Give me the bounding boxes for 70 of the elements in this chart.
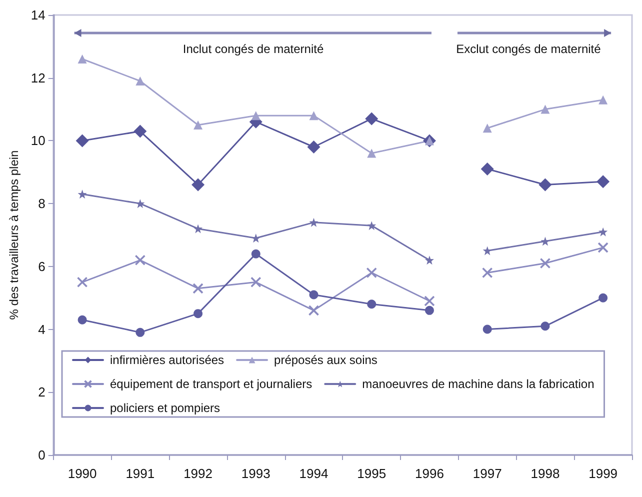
point [482,267,493,278]
point [540,104,550,114]
point [194,224,203,234]
legend-label: policiers et pompiers [110,401,220,415]
point [192,178,205,192]
point [136,199,145,208]
point [598,242,608,253]
point [251,249,260,258]
point [134,124,147,138]
y-tick-label: 4 [38,322,46,337]
y-tick-label: 12 [30,70,46,86]
point [598,95,608,104]
point [482,324,492,334]
point [480,162,494,176]
x-tick-label: 1992 [184,466,212,481]
legend-label: infirmières autorisées [110,353,224,367]
point [76,276,88,288]
annotation: Exclut congés de maternité [456,42,602,56]
y-tick-label: 2 [38,384,46,400]
x-tick-label: 1996 [415,466,444,481]
legend-label: préposés aux soins [274,353,378,367]
point [194,120,203,130]
point [76,134,89,148]
point [596,175,610,188]
point [136,328,145,337]
y-tick-label: 0 [38,448,46,462]
point [367,300,376,309]
point [194,309,203,318]
point [250,276,262,288]
y-tick-label: 14 [30,8,46,22]
point [598,227,608,236]
point [482,124,492,133]
point [598,293,608,302]
y-axis-title: % des travailleurs à temps plein [7,150,21,320]
point [424,256,434,265]
y-tick-label: 10 [30,133,46,148]
point [366,267,378,278]
point [367,148,376,158]
x-tick-label: 1999 [588,466,618,481]
point [307,140,320,154]
legend-label: manoeuvres de machine dans la fabrication [362,377,594,391]
x-tick-label: 1991 [126,466,155,481]
annotation: Inclut congés de maternité [182,42,324,56]
point [309,290,318,300]
point [251,111,260,120]
x-tick-label: 1993 [241,466,270,481]
point [308,305,320,316]
point [309,111,318,120]
point [424,306,434,315]
y-tick-label: 6 [38,258,46,274]
legend-label: équipement de transport et journaliers [110,377,312,391]
point [78,54,87,64]
point [540,322,550,331]
x-tick-label: 1997 [472,466,502,481]
point [424,296,435,306]
x-tick-label: 1995 [357,466,386,481]
x-tick-label: 1990 [68,466,97,481]
point [365,112,378,126]
point [540,258,551,269]
y-tick-label: 8 [38,196,46,212]
point [78,190,87,199]
point [192,283,204,294]
x-tick-label: 1998 [530,466,560,481]
x-tick-label: 1994 [299,466,328,481]
point [538,178,552,192]
point [136,76,145,86]
point [78,315,87,324]
point [134,254,146,266]
point [367,221,376,230]
point [309,218,318,227]
